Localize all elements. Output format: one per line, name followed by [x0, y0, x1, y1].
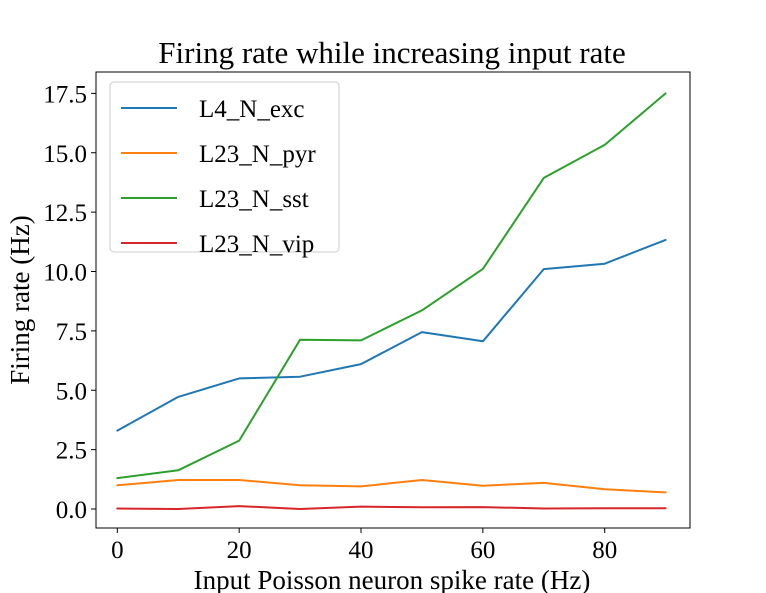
- legend-items: L4_N_exc L23_N_pyr L23_N_sst L23_N_vip: [121, 96, 316, 258]
- x-axis-ticks: 0 20 40 60 80: [111, 528, 617, 564]
- series-line-l23-n-sst: [116, 92, 667, 480]
- legend-label: L23_N_sst: [199, 186, 309, 213]
- legend: L4_N_exc L23_N_pyr L23_N_sst L23_N_vip: [109, 81, 340, 258]
- y-tick-label: 10.0: [43, 260, 87, 287]
- y-tick-label: 2.5: [56, 438, 87, 465]
- x-axis-label: Input Poisson neuron spike rate (Hz): [194, 565, 591, 593]
- y-tick-label: 7.5: [56, 319, 87, 346]
- y-axis-ticks: 0.0 2.5 5.0 7.5 10.0 12.5 15.0 17.5: [43, 81, 96, 524]
- y-axis-label: Firing rate (Hz): [5, 215, 35, 384]
- legend-label: L23_N_vip: [199, 231, 314, 258]
- y-tick-label: 15.0: [43, 141, 87, 168]
- legend-label: L4_N_exc: [199, 96, 305, 123]
- x-tick-label: 60: [470, 537, 495, 564]
- y-tick-label: 12.5: [43, 200, 87, 227]
- series-line-l4-n-exc: [116, 238, 667, 432]
- series-line-l23-n-vip: [116, 505, 667, 510]
- x-tick-label: 80: [592, 537, 617, 564]
- legend-label: L23_N_pyr: [199, 141, 316, 168]
- x-tick-label: 40: [349, 537, 374, 564]
- x-tick-label: 20: [227, 537, 252, 564]
- y-tick-label: 5.0: [56, 378, 87, 405]
- series-line-l23-n-pyr: [116, 479, 667, 494]
- chart-title: Firing rate while increasing input rate: [158, 35, 625, 70]
- series-layer: [116, 92, 667, 510]
- y-tick-label: 17.5: [43, 81, 87, 108]
- x-tick-label: 0: [111, 537, 124, 564]
- legend-box: [109, 81, 340, 253]
- y-tick-label: 0.0: [56, 497, 87, 524]
